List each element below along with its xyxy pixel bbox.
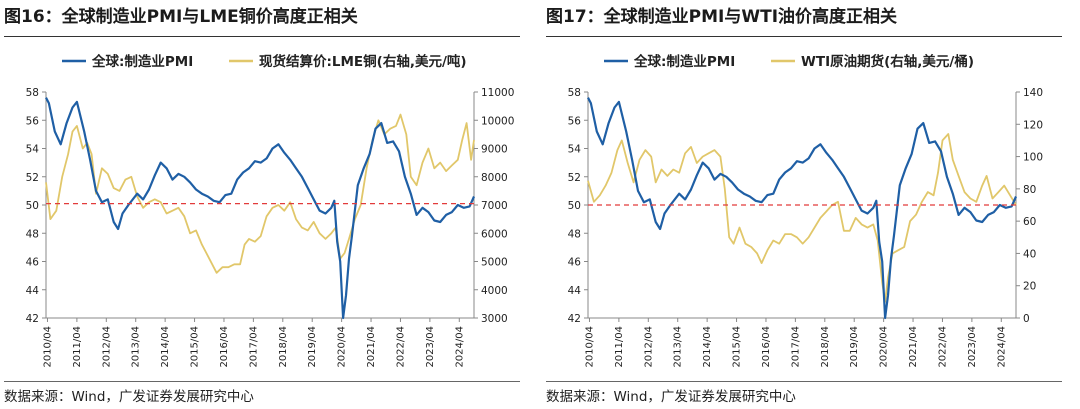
x-tick-label: 2024/04 (996, 326, 1007, 368)
source-note: 数据来源：Wind，广发证券发展研究中心 (4, 389, 254, 405)
right-tick-label: 60 (1023, 216, 1036, 228)
x-tick-label: 2013/04 (673, 326, 684, 368)
x-tick-label: 2018/04 (820, 326, 831, 368)
series-line-secondary (587, 133, 1017, 303)
x-tick-label: 2017/04 (790, 326, 801, 368)
left-tick-label: 54 (26, 144, 40, 156)
right-tick-label: 140 (1023, 87, 1043, 99)
left-tick-label: 50 (26, 200, 39, 212)
x-tick-label: 2016/04 (761, 326, 772, 368)
left-tick-label: 56 (26, 115, 40, 127)
chart-panel-oil: 图17：全球制造业PMI与WTI油价高度正相关 全球:制造业PMI WTI原油期货… (546, 0, 1076, 409)
x-tick-label: 2019/04 (849, 326, 860, 368)
right-tick-label: 10000 (481, 115, 514, 127)
left-tick-label: 44 (568, 285, 582, 297)
left-tick-label: 48 (568, 228, 581, 240)
left-tick-label: 44 (26, 285, 40, 297)
x-tick-label: 2020/04 (879, 326, 890, 368)
x-tick-label: 2018/04 (278, 326, 289, 368)
x-tick-label: 2011/04 (614, 326, 625, 368)
x-tick-label: 2011/04 (72, 326, 83, 368)
left-tick-label: 48 (26, 228, 39, 240)
right-tick-label: 8000 (481, 172, 508, 184)
x-tick-label: 2014/04 (702, 326, 713, 368)
x-tick-label: 2023/04 (967, 326, 978, 368)
x-tick-label: 2015/04 (190, 326, 201, 368)
left-tick-label: 46 (26, 257, 40, 269)
right-tick-label: 40 (1023, 248, 1036, 260)
left-tick-label: 42 (26, 313, 39, 325)
left-tick-label: 46 (568, 257, 582, 269)
left-tick-label: 58 (568, 87, 581, 99)
right-tick-label: 80 (1023, 184, 1036, 196)
left-tick-label: 42 (568, 313, 581, 325)
x-tick-label: 2021/04 (908, 326, 919, 368)
x-tick-label: 2012/04 (643, 326, 654, 368)
right-tick-label: 20 (1023, 281, 1036, 293)
left-tick-label: 50 (568, 200, 581, 212)
x-tick-label: 2013/04 (131, 326, 142, 368)
x-tick-label: 2022/04 (395, 326, 406, 368)
x-tick-label: 2023/04 (425, 326, 436, 368)
right-tick-label: 5000 (481, 257, 508, 269)
chart-title: 图16：全球制造业PMI与LME铜价高度正相关 (4, 7, 358, 27)
chart-oil-pmi: 全球:制造业PMI WTI原油期货(右轴,美元/桶) 42 44 46 48 50 52 54 5… (568, 53, 1043, 368)
x-tick-label: 2010/04 (42, 326, 53, 368)
x-tick-label: 2024/04 (454, 326, 465, 368)
x-tick-label: 2010/04 (584, 326, 595, 368)
right-tick-label: 11000 (481, 87, 514, 99)
chart-copper-pmi: 全球:制造业PMI 现货结算价:LME铜(右轴,美元/吨) 42 44 46 48 50 52… (26, 53, 515, 368)
right-tick-label: 9000 (481, 144, 508, 156)
left-tick-label: 56 (568, 115, 582, 127)
left-tick-label: 58 (26, 87, 39, 99)
x-tick-label: 2017/04 (248, 326, 259, 368)
title-rule (546, 36, 1062, 37)
source-rule (546, 381, 1062, 382)
right-tick-label: 4000 (481, 285, 508, 297)
x-tick-label: 2015/04 (732, 326, 743, 368)
right-tick-label: 0 (1023, 313, 1030, 325)
right-tick-label: 3000 (481, 313, 508, 325)
right-tick-label: 120 (1023, 119, 1043, 131)
source-rule (4, 381, 520, 382)
title-rule (4, 36, 520, 37)
x-tick-label: 2021/04 (366, 326, 377, 368)
series-line-secondary (45, 113, 475, 274)
source-note: 数据来源：Wind，广发证券发展研究中心 (546, 389, 796, 405)
legend: 全球:制造业PMI WTI原油期货(右轴,美元/桶) (604, 53, 974, 70)
x-tick-label: 2014/04 (160, 326, 171, 368)
x-tick-label: 2020/04 (337, 326, 348, 368)
series-line-pmi (587, 97, 1018, 320)
left-tick-label: 52 (568, 172, 581, 184)
legend-label-pmi: 全球:制造业PMI (91, 53, 193, 70)
right-tick-label: 6000 (481, 228, 508, 240)
x-tick-label: 2022/04 (937, 326, 948, 368)
legend-label-secondary: WTI原油期货(右轴,美元/桶) (801, 53, 974, 70)
chart-title: 图17：全球制造业PMI与WTI油价高度正相关 (546, 7, 898, 27)
left-tick-label: 54 (568, 144, 582, 156)
series-line-pmi (45, 97, 476, 320)
right-tick-label: 100 (1023, 152, 1043, 164)
legend-label-pmi: 全球:制造业PMI (633, 53, 735, 70)
legend-label-secondary: 现货结算价:LME铜(右轴,美元/吨) (259, 53, 467, 70)
right-tick-label: 7000 (481, 200, 508, 212)
x-tick-label: 2019/04 (307, 326, 318, 368)
x-tick-label: 2012/04 (101, 326, 112, 368)
x-tick-label: 2016/04 (219, 326, 230, 368)
legend: 全球:制造业PMI 现货结算价:LME铜(右轴,美元/吨) (62, 53, 467, 70)
left-tick-label: 52 (26, 172, 39, 184)
chart-panel-copper: 图16：全球制造业PMI与LME铜价高度正相关 全球:制造业PMI 现货结算价:L… (4, 0, 534, 409)
